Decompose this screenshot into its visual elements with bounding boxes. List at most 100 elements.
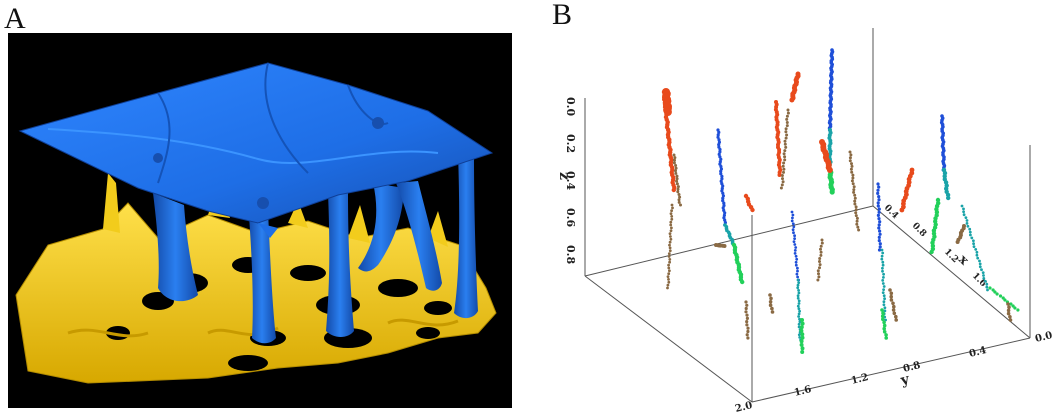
track-point	[980, 268, 983, 272]
track-point	[667, 263, 670, 267]
track-point	[719, 172, 723, 176]
track-point	[894, 318, 898, 322]
track-point	[796, 283, 800, 287]
track-point	[719, 167, 723, 171]
track-point	[723, 218, 727, 222]
track-point	[668, 258, 672, 261]
track-point	[799, 342, 804, 347]
track	[666, 203, 674, 290]
track-point	[790, 219, 794, 223]
track-point	[1006, 311, 1011, 316]
track-point	[878, 229, 882, 233]
track-point	[671, 187, 676, 193]
track-point	[721, 196, 725, 200]
track-point	[851, 173, 855, 177]
track-point	[856, 225, 860, 229]
track-point	[877, 198, 881, 202]
track-point	[674, 164, 678, 167]
track-point	[785, 133, 789, 137]
track-point	[853, 202, 857, 206]
z-tick: 0.2	[564, 134, 577, 153]
track-point	[881, 317, 885, 322]
track-point	[852, 190, 856, 194]
track-point	[792, 231, 795, 235]
track-point	[717, 140, 721, 144]
track-point	[819, 244, 823, 248]
track-point	[670, 209, 673, 213]
surface-render-svg	[15, 62, 497, 384]
track-point	[878, 242, 882, 246]
track-point	[674, 171, 678, 175]
track-point	[670, 217, 674, 221]
track-point	[723, 211, 727, 215]
z-ticks: 0.0 0.2 0.4 0.6 0.8 z	[556, 97, 577, 264]
track-point	[816, 269, 820, 273]
track-point	[1007, 305, 1011, 310]
track-point	[881, 282, 885, 285]
track-point	[721, 184, 725, 188]
track-point	[783, 158, 787, 162]
track-point	[679, 203, 682, 207]
track-point	[746, 336, 750, 340]
track-point	[720, 177, 724, 181]
z-tick: 0.6	[564, 208, 577, 227]
y-tick: 1.2	[850, 372, 870, 387]
track-point	[782, 152, 786, 156]
track-point	[852, 185, 856, 189]
track-point	[849, 153, 853, 157]
track-point	[770, 310, 775, 314]
x-tick: 0.8	[910, 221, 928, 239]
track-point	[745, 320, 749, 324]
track-point	[790, 210, 794, 214]
track	[880, 248, 887, 322]
track-point	[797, 333, 801, 337]
track-point	[857, 228, 861, 232]
track-point	[819, 250, 823, 254]
track-point	[796, 304, 800, 308]
track-point	[666, 283, 670, 287]
track-point	[785, 117, 789, 121]
track-point	[880, 248, 884, 252]
track-point	[797, 312, 801, 316]
track-point	[892, 304, 896, 309]
track-point	[965, 219, 969, 222]
track-point	[800, 350, 805, 354]
track-point	[850, 170, 854, 174]
track-point	[1008, 315, 1012, 319]
track-point	[783, 139, 787, 143]
track-point	[877, 185, 881, 189]
track-point	[978, 262, 982, 266]
track	[789, 71, 801, 103]
track-point	[794, 263, 798, 267]
track-point	[880, 314, 885, 319]
track-point	[820, 238, 824, 242]
track-point	[850, 179, 854, 183]
track-point	[671, 206, 674, 210]
track-point	[970, 236, 974, 240]
track-point	[786, 108, 790, 112]
track-point	[663, 108, 672, 116]
y-tick: 2.0	[734, 400, 754, 415]
track	[799, 318, 805, 354]
z-axis-label: z	[556, 172, 572, 180]
track-point	[745, 316, 749, 320]
track	[827, 48, 835, 132]
track-point	[981, 271, 985, 274]
track-point	[668, 249, 672, 253]
track-point	[721, 194, 725, 198]
track-point	[666, 286, 669, 290]
track-point	[785, 124, 789, 128]
track-point	[995, 292, 999, 296]
track-point	[676, 185, 680, 189]
track-point	[877, 239, 881, 243]
track-point	[855, 219, 859, 223]
track-point	[768, 293, 772, 297]
track-point	[975, 253, 979, 257]
track-point	[722, 203, 726, 208]
track-point	[669, 237, 673, 241]
track-point	[795, 257, 799, 261]
track-point	[985, 282, 989, 286]
track-point	[668, 260, 671, 264]
track-point	[667, 280, 671, 284]
track-point	[1008, 318, 1013, 322]
